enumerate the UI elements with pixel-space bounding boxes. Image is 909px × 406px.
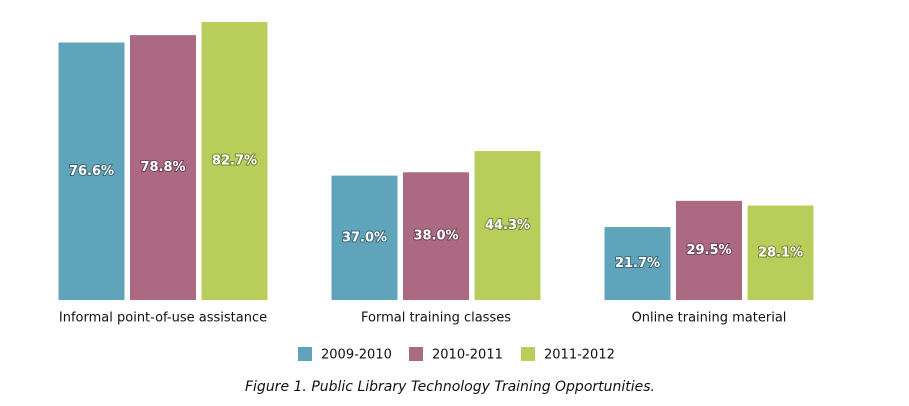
bar: [676, 200, 742, 300]
chart-title: Figure 1. Public Library Technology Trai…: [245, 379, 655, 395]
value-label: 76.6%: [69, 164, 114, 179]
bar: [403, 172, 469, 300]
x-tick-label: Online training material: [632, 311, 787, 326]
bar: [604, 227, 671, 300]
x-tick-label: Informal point-of-use assistance: [59, 311, 267, 326]
value-label: 78.8%: [140, 160, 185, 175]
legend-swatch: [298, 347, 312, 361]
legend-label: 2011-2012: [544, 348, 615, 363]
bar: [201, 22, 268, 300]
bar: [747, 205, 814, 300]
bar: [331, 175, 398, 300]
bar: [58, 42, 125, 301]
value-label: 82.7%: [212, 154, 257, 169]
x-tick-label: Formal training classes: [361, 311, 511, 326]
value-label: 37.0%: [342, 230, 387, 245]
value-label: 38.0%: [413, 229, 458, 244]
value-label: 21.7%: [615, 256, 660, 271]
legend-swatch: [409, 347, 423, 361]
value-label: 44.3%: [485, 218, 530, 233]
legend-label: 2010-2011: [432, 348, 503, 363]
value-label: 28.1%: [758, 245, 803, 260]
legend-label: 2009-2010: [321, 348, 392, 363]
legend-swatch: [521, 347, 535, 361]
bar: [130, 35, 196, 300]
bar: [474, 151, 541, 300]
value-label: 29.5%: [686, 243, 731, 258]
